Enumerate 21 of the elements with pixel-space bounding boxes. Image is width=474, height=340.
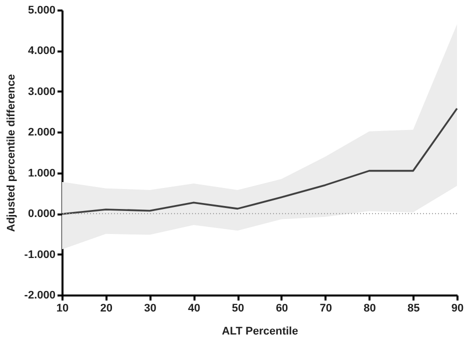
y-tick-label: 5.000 xyxy=(28,4,56,16)
x-tick-label: 80 xyxy=(364,302,376,314)
x-tick-label: 40 xyxy=(188,302,200,314)
y-tick-label: -2.000 xyxy=(24,290,56,302)
y-tick-label: 0.000 xyxy=(28,208,56,220)
y-tick-label: 4.000 xyxy=(28,45,56,58)
y-tick-label: 3.000 xyxy=(28,86,56,98)
y-axis-title: Adjusted percentile difference xyxy=(5,74,18,232)
x-tick-label: 50 xyxy=(232,302,244,314)
y-tick-label: -1.000 xyxy=(24,248,56,261)
y-tick-label: 1.000 xyxy=(28,167,56,180)
y-tick-label: 2.000 xyxy=(28,126,56,139)
x-tick-label: 90 xyxy=(451,302,464,314)
x-tick-label: 10 xyxy=(56,302,69,314)
x-tick-label: 20 xyxy=(100,302,113,314)
x-tick-label: 60 xyxy=(276,302,288,314)
line-series xyxy=(61,108,458,215)
x-tick-label: 70 xyxy=(320,302,332,314)
x-tick-label: 30 xyxy=(144,302,156,314)
x-tick-label: 85 xyxy=(407,302,420,314)
x-axis-title: ALT Percentile xyxy=(222,326,298,338)
